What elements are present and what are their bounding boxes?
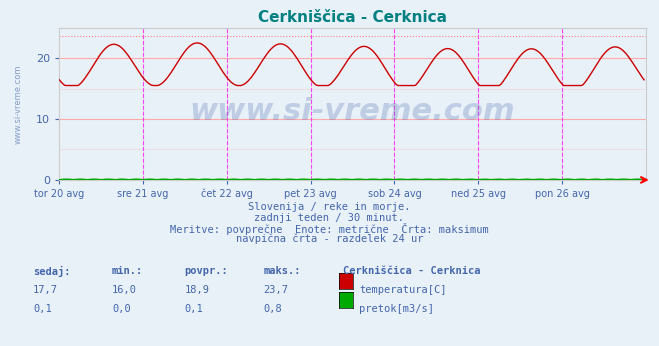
Text: www.si-vreme.com: www.si-vreme.com bbox=[14, 64, 23, 144]
Text: 0,1: 0,1 bbox=[33, 304, 51, 315]
Text: 0,0: 0,0 bbox=[112, 304, 130, 315]
Text: Slovenija / reke in morje.: Slovenija / reke in morje. bbox=[248, 202, 411, 212]
Text: 0,8: 0,8 bbox=[264, 304, 282, 315]
Title: Cerkniščica - Cerknica: Cerkniščica - Cerknica bbox=[258, 10, 447, 25]
Text: 23,7: 23,7 bbox=[264, 285, 289, 295]
Text: pretok[m3/s]: pretok[m3/s] bbox=[359, 304, 434, 315]
Text: 17,7: 17,7 bbox=[33, 285, 58, 295]
Text: sedaj:: sedaj: bbox=[33, 266, 71, 277]
Text: 0,1: 0,1 bbox=[185, 304, 203, 315]
Text: 18,9: 18,9 bbox=[185, 285, 210, 295]
Text: 16,0: 16,0 bbox=[112, 285, 137, 295]
Text: www.si-vreme.com: www.si-vreme.com bbox=[190, 97, 515, 126]
Text: min.:: min.: bbox=[112, 266, 143, 276]
Text: maks.:: maks.: bbox=[264, 266, 301, 276]
Text: Meritve: povprečne  Enote: metrične  Črta: maksimum: Meritve: povprečne Enote: metrične Črta:… bbox=[170, 223, 489, 235]
Text: zadnji teden / 30 minut.: zadnji teden / 30 minut. bbox=[254, 213, 405, 223]
Text: Cerkniščica - Cerknica: Cerkniščica - Cerknica bbox=[343, 266, 480, 276]
Text: povpr.:: povpr.: bbox=[185, 266, 228, 276]
Text: temperatura[C]: temperatura[C] bbox=[359, 285, 447, 295]
Text: navpična črta - razdelek 24 ur: navpična črta - razdelek 24 ur bbox=[236, 234, 423, 244]
